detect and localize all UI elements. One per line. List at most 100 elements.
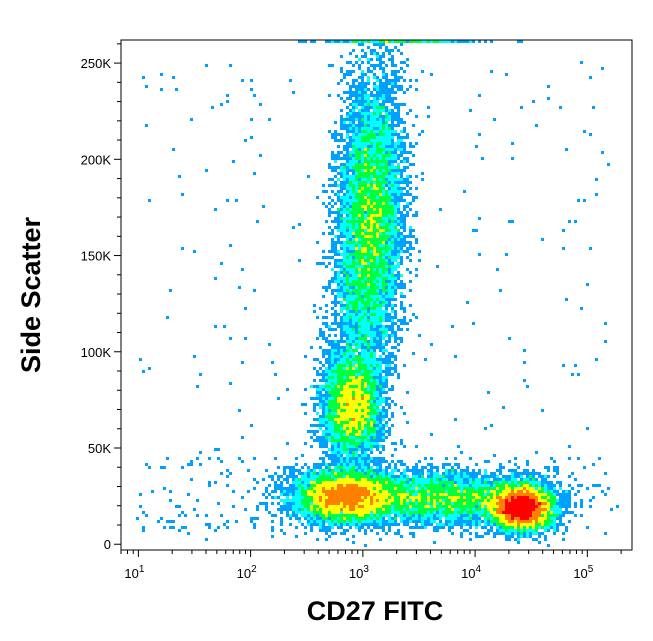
event-cell [328, 484, 331, 487]
event-cell [391, 319, 394, 322]
event-cell [358, 463, 361, 466]
event-cell [367, 160, 370, 163]
event-cell [241, 79, 244, 82]
event-cell [379, 130, 382, 133]
event-cell [370, 166, 373, 169]
event-cell [409, 202, 412, 205]
event-cell [382, 370, 385, 373]
event-cell [394, 499, 397, 502]
event-cell [352, 517, 355, 520]
event-cell [397, 319, 400, 322]
event-cell [343, 481, 346, 484]
event-cell [391, 91, 394, 94]
event-cell [334, 310, 337, 313]
event-cell [352, 439, 355, 442]
event-cell [373, 385, 376, 388]
event-cell [367, 481, 370, 484]
event-cell [331, 385, 334, 388]
event-cell [415, 466, 418, 469]
event-cell [385, 229, 388, 232]
event-cell [262, 205, 265, 208]
event-cell [340, 337, 343, 340]
event-cell [457, 499, 460, 502]
event-cell [388, 463, 391, 466]
event-cell [358, 493, 361, 496]
event-cell [361, 223, 364, 226]
event-cell [325, 40, 328, 43]
event-cell [361, 79, 364, 82]
event-cell [391, 271, 394, 274]
event-cell [373, 406, 376, 409]
event-cell [319, 469, 322, 472]
event-cell [427, 502, 430, 505]
event-cell [271, 478, 274, 481]
event-cell [367, 331, 370, 334]
event-cell [367, 445, 370, 448]
event-cell [382, 181, 385, 184]
event-cell [403, 514, 406, 517]
event-cell [301, 508, 304, 511]
event-cell [361, 43, 364, 46]
event-cell [457, 445, 460, 448]
event-cell [337, 151, 340, 154]
event-cell [361, 349, 364, 352]
event-cell [376, 490, 379, 493]
event-cell [430, 469, 433, 472]
event-cell [400, 322, 403, 325]
event-cell [430, 466, 433, 469]
event-cell [358, 259, 361, 262]
event-cell [370, 385, 373, 388]
event-cell [376, 223, 379, 226]
event-cell [379, 208, 382, 211]
event-cell [379, 145, 382, 148]
event-cell [502, 493, 505, 496]
event-cell [484, 469, 487, 472]
event-cell [385, 160, 388, 163]
event-cell [475, 496, 478, 499]
event-cell [292, 499, 295, 502]
event-cell [475, 229, 478, 232]
event-cell [391, 232, 394, 235]
event-cell [367, 478, 370, 481]
event-cell [400, 241, 403, 244]
event-cell [334, 508, 337, 511]
event-cell [385, 334, 388, 337]
event-cell [373, 493, 376, 496]
event-cell [385, 238, 388, 241]
event-cell [337, 466, 340, 469]
event-cell [391, 217, 394, 220]
event-cell [295, 499, 298, 502]
event-cell [565, 505, 568, 508]
event-cell [370, 40, 373, 43]
event-cell [604, 472, 607, 475]
event-cell [340, 184, 343, 187]
event-cell [283, 469, 286, 472]
event-cell [364, 424, 367, 427]
event-cell [526, 472, 529, 475]
event-cell [466, 508, 469, 511]
event-cell [484, 472, 487, 475]
event-cell [379, 367, 382, 370]
event-cell [220, 460, 223, 463]
event-cell [370, 349, 373, 352]
event-cell [334, 259, 337, 262]
event-cell [358, 424, 361, 427]
event-cell [355, 304, 358, 307]
event-cell [328, 439, 331, 442]
event-cell [352, 298, 355, 301]
event-cell [148, 466, 151, 469]
event-cell [361, 490, 364, 493]
event-cell [373, 130, 376, 133]
event-cell [511, 508, 514, 511]
event-cell [496, 493, 499, 496]
event-cell [373, 349, 376, 352]
event-cell [508, 484, 511, 487]
event-cell [328, 340, 331, 343]
event-cell [427, 499, 430, 502]
event-cell [340, 55, 343, 58]
event-cell [376, 148, 379, 151]
event-cell [370, 208, 373, 211]
event-cell [379, 220, 382, 223]
event-cell [358, 328, 361, 331]
event-cell [373, 331, 376, 334]
